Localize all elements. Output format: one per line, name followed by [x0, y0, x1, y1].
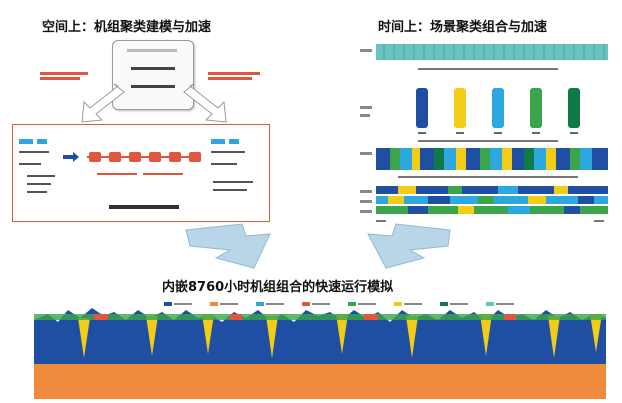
sequence-strip-1	[376, 148, 608, 170]
stacked-area-chart	[34, 300, 606, 399]
unit-cluster-box	[112, 40, 194, 110]
right-down-arrow	[183, 83, 227, 123]
left-down-arrow	[81, 83, 125, 123]
right-red-annotation	[208, 70, 264, 86]
framework-flow-diagram	[19, 139, 253, 209]
left-red-annotation	[40, 70, 92, 86]
scenario-clustering-figure	[360, 44, 608, 222]
center-title: 内嵌8760小时机组组合的快速运行模拟	[162, 280, 394, 295]
right-section-title: 时间上：场景聚类组合与加速	[378, 20, 548, 35]
acceleration-framework-box	[12, 124, 270, 222]
sequence-strip-2	[376, 186, 608, 194]
merge-arrows	[185, 223, 451, 269]
operation-simulation-area	[34, 302, 606, 399]
sequence-strip-3	[376, 196, 608, 204]
sequence-strip-4	[376, 206, 608, 214]
time-series-panel	[358, 40, 614, 230]
left-section-title: 空间上：机组聚类建模与加速	[42, 20, 212, 35]
